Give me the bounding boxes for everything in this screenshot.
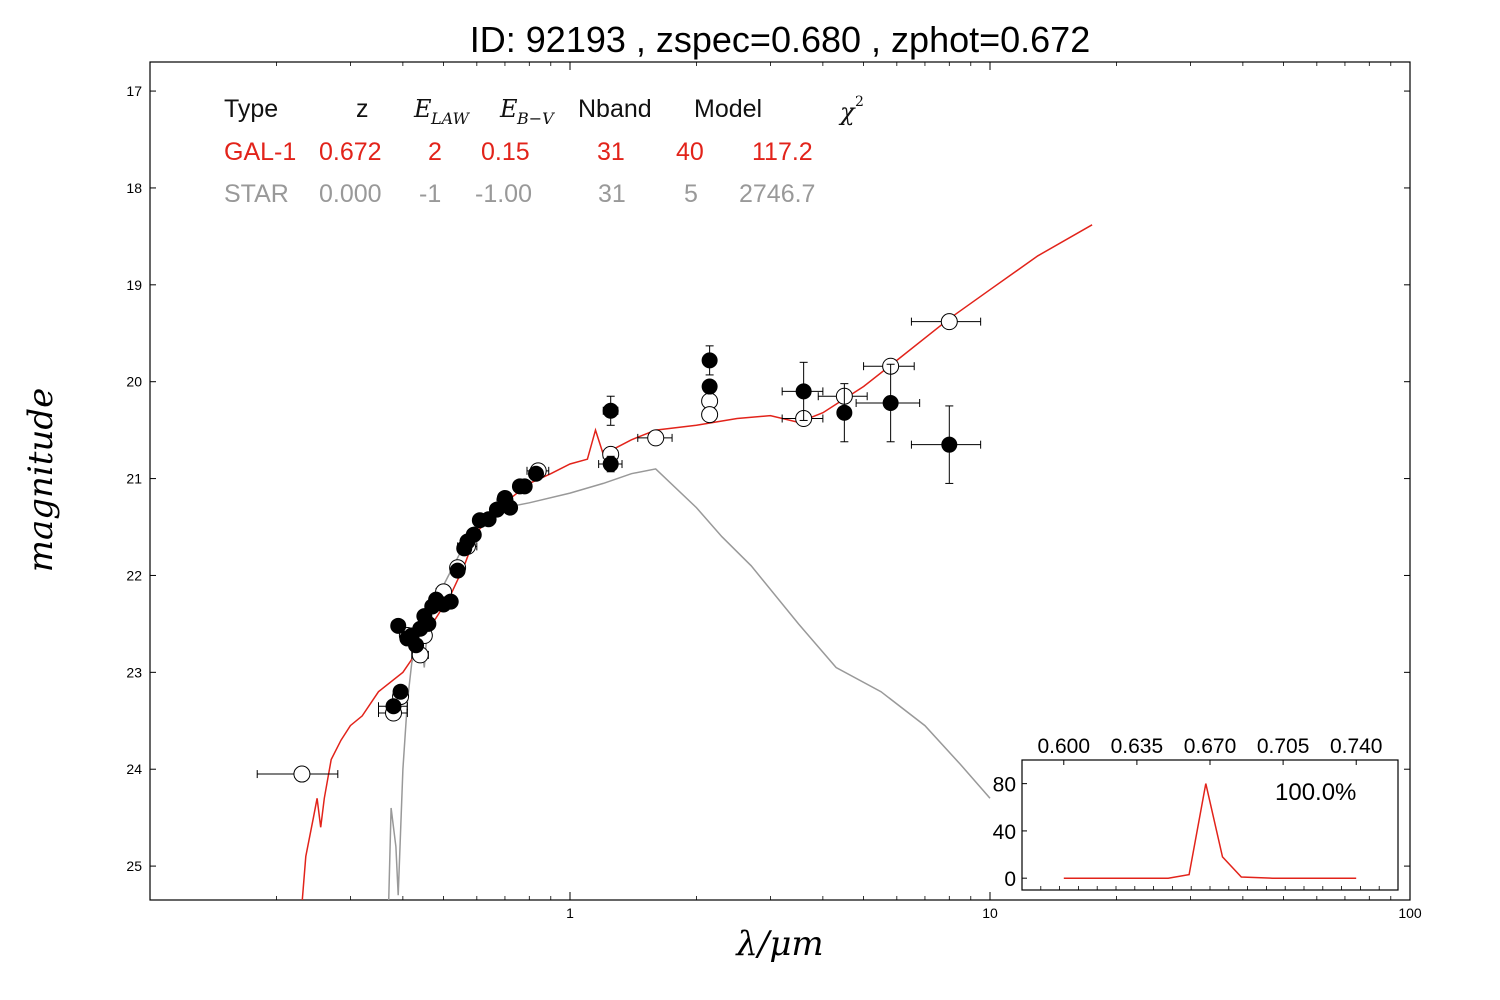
y-tick-label: 25	[126, 858, 142, 874]
y-tick-label: 24	[126, 761, 142, 777]
inset-x-tick-label: 0.670	[1184, 735, 1237, 758]
model-magnitude-point	[701, 406, 719, 424]
observed-point	[516, 478, 533, 495]
inset-y-tick-label: 40	[993, 821, 1016, 844]
fit-results-table: Type z E LAW E B−V Nband Model χ 2 GAL-1…	[224, 94, 864, 208]
table-header-nband: Nband	[578, 95, 652, 123]
observed-point	[836, 404, 853, 421]
y-tick-label: 23	[126, 664, 142, 680]
observed-point	[420, 615, 437, 632]
gal-nband: 31	[597, 138, 625, 166]
y-axis-label: magnitude	[21, 388, 61, 573]
table-header-elaw: E LAW	[413, 95, 471, 128]
redshift-pdf-inset: 0.600 0.635 0.670 0.705 0.740 0 40 80 100.0%	[993, 735, 1399, 891]
svg-text:E: E	[413, 95, 432, 123]
star-type: STAR	[224, 180, 289, 208]
y-tick-label: 18	[126, 180, 142, 196]
observed-point	[795, 383, 812, 400]
observed-point	[528, 465, 545, 482]
x-axis-label: λ/μm	[734, 924, 823, 964]
star-nband: 31	[598, 180, 626, 208]
table-header-type: Type	[224, 95, 278, 123]
inset-frame	[1021, 759, 1399, 891]
inset-y-tick-label: 0	[1004, 868, 1016, 891]
observed-point	[502, 499, 519, 516]
x-tick-label: 100	[1398, 905, 1422, 921]
svg-text:B−V: B−V	[516, 109, 555, 128]
inset-x-tick-label: 0.740	[1330, 735, 1383, 758]
y-tick-label: 21	[126, 471, 142, 487]
inset-x-tick-label: 0.705	[1257, 735, 1310, 758]
svg-text:2: 2	[855, 94, 864, 110]
inset-x-tick-label: 0.600	[1037, 735, 1090, 758]
table-header-chi2: χ 2	[838, 94, 864, 126]
observed-point	[701, 352, 718, 369]
y-tick-label: 17	[126, 83, 142, 99]
y-tick-label: 22	[126, 567, 142, 583]
model-magnitude-point	[940, 313, 958, 331]
observed-point	[392, 683, 409, 700]
star-z: 0.000	[319, 180, 382, 208]
series-line-gal-1	[301, 224, 1093, 900]
inset-x-tick-label: 0.635	[1111, 735, 1164, 758]
star-chi2: 2746.7	[739, 180, 815, 208]
gal-type: GAL-1	[224, 138, 296, 166]
x-tick-label: 1	[566, 905, 574, 921]
plot-frame	[149, 61, 1411, 901]
svg-text:LAW: LAW	[430, 109, 471, 128]
observed-point	[602, 402, 619, 419]
observed-point	[701, 378, 718, 395]
observed-point	[408, 637, 425, 654]
gal-ebv: 0.15	[481, 138, 530, 166]
gal-chi2: 117.2	[752, 138, 813, 166]
observed-point	[385, 698, 402, 715]
model-magnitude-point	[647, 429, 665, 447]
y-tick-label: 19	[126, 277, 142, 293]
star-model: 5	[684, 180, 698, 208]
gal-elaw: 2	[428, 138, 442, 166]
gal-z: 0.672	[319, 138, 382, 166]
observed-point	[449, 562, 466, 579]
observed-point	[882, 395, 899, 412]
gal-model: 40	[676, 138, 704, 166]
observed-point	[941, 436, 958, 453]
table-header-model: Model	[694, 95, 762, 123]
svg-text:χ: χ	[838, 98, 856, 126]
y-tick-label: 20	[126, 374, 142, 390]
observed-point	[442, 593, 459, 610]
x-tick-label: 10	[982, 905, 998, 921]
inset-pdf-line	[1063, 783, 1357, 879]
figure-title: ID: 92193 , zspec=0.680 , zphot=0.672	[470, 19, 1090, 60]
svg-text:E: E	[499, 95, 518, 123]
observed-point	[602, 456, 619, 473]
table-header-z: z	[356, 95, 369, 123]
star-elaw: -1	[419, 180, 441, 208]
table-header-ebv: E B−V	[499, 95, 555, 128]
star-ebv: -1.00	[475, 180, 532, 208]
observed-point	[465, 526, 482, 543]
observed-point	[390, 617, 407, 634]
model-magnitude-point	[293, 765, 311, 783]
inset-probability-label: 100.0%	[1275, 779, 1356, 806]
inset-y-tick-label: 80	[993, 774, 1016, 797]
